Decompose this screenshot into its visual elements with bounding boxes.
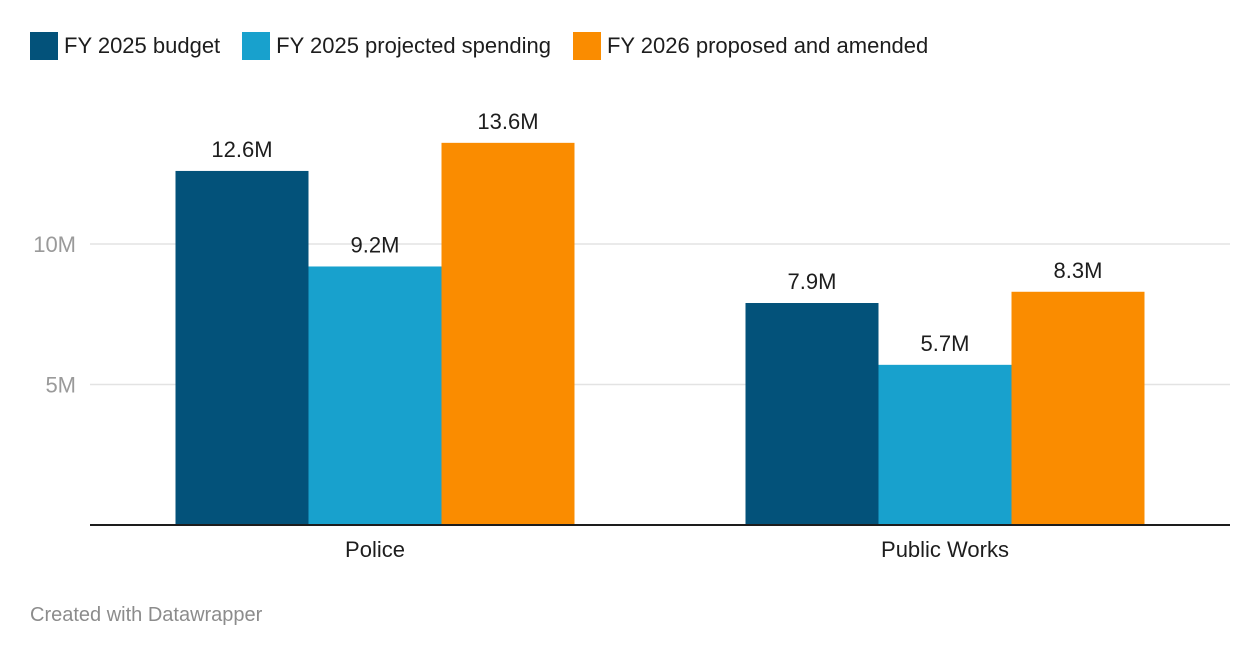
legend-swatch	[242, 32, 271, 60]
data-label: 5.7M	[921, 331, 970, 356]
legend-label: FY 2025 budget	[64, 33, 221, 58]
data-label: 8.3M	[1054, 258, 1103, 283]
data-label: 7.9M	[788, 269, 837, 294]
bar	[308, 266, 442, 525]
bar	[1011, 291, 1145, 525]
legend-label: FY 2025 projected spending	[276, 33, 551, 58]
legend-swatch	[30, 32, 58, 60]
data-label: 13.6M	[477, 109, 538, 134]
legend-item-fy2025-projected: FY 2025 projected spending	[242, 32, 551, 60]
footer-credit: Created with Datawrapper	[30, 604, 263, 626]
y-tick-label: 5M	[45, 373, 76, 398]
x-tick-label: Police	[345, 537, 405, 562]
bar	[878, 364, 1012, 525]
legend-item-fy2026-proposed: FY 2026 proposed and amended	[572, 32, 929, 60]
bar	[441, 142, 575, 525]
legend-label: FY 2026 proposed and amended	[606, 33, 929, 58]
x-tick-label: Public Works	[881, 537, 1009, 562]
data-label: 12.6M	[211, 137, 272, 162]
bar	[745, 303, 879, 525]
chart-legend: FY 2025 budget FY 2025 projected spendin…	[30, 32, 950, 60]
y-tick-label: 10M	[33, 232, 76, 257]
data-label: 9.2M	[351, 232, 400, 257]
bar	[175, 170, 309, 525]
legend-item-fy2025-budget: FY 2025 budget	[30, 32, 220, 60]
legend-swatch	[572, 32, 601, 60]
